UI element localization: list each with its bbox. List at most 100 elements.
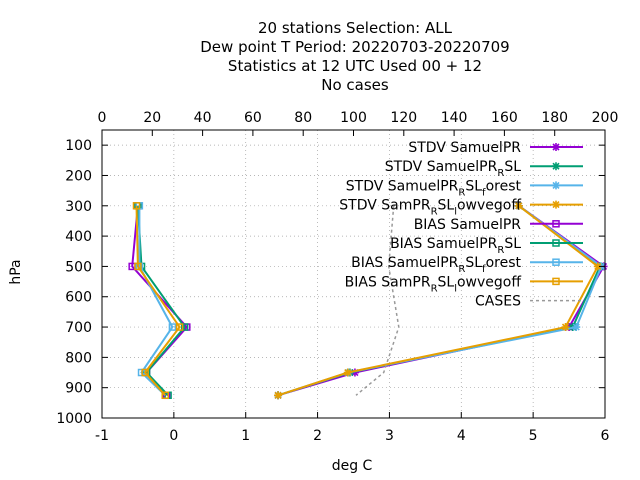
series-layer — [128, 201, 608, 400]
data-point — [132, 202, 141, 210]
legend-label-part: SL — [465, 255, 482, 271]
data-point — [161, 391, 169, 400]
legend-label-part: R — [497, 245, 504, 256]
data-point — [274, 391, 283, 400]
data-point — [572, 323, 581, 332]
series-3 — [274, 201, 602, 400]
x-tick-label: 2 — [313, 428, 322, 444]
data-point — [175, 323, 184, 331]
y-axis-label: hPa — [8, 259, 24, 284]
series-8 — [355, 205, 400, 396]
legend-label-part: BIAS SamPR — [345, 274, 431, 290]
data-point — [593, 262, 602, 271]
y-tick-label: 800 — [65, 350, 92, 366]
legend-label-part: R — [497, 168, 504, 179]
legend-marker — [552, 143, 560, 151]
x2-tick-label: 120 — [390, 110, 417, 126]
legend-marker — [552, 277, 560, 286]
legend-label-part: SL — [438, 274, 455, 290]
x2-tick-label: 160 — [491, 110, 518, 126]
legend-label: BIAS SamPRRSLlowvegoff — [345, 274, 522, 294]
legend-label-part: STDV SamuelPR — [408, 140, 521, 156]
y-tick-label: 600 — [65, 290, 92, 306]
legend-label-part: STDV SamPR — [339, 198, 431, 214]
data-point — [343, 368, 352, 377]
x-tick-label: 5 — [529, 428, 538, 444]
x2-tick-label: 180 — [541, 110, 568, 126]
legend-marker — [552, 220, 560, 228]
x2-tick-label: 80 — [294, 110, 312, 126]
data-point — [168, 323, 177, 331]
legend-label-part: STDV SamuelPR — [385, 159, 498, 175]
x-tick-label: 6 — [601, 428, 610, 444]
x-tick-label: -1 — [95, 428, 109, 444]
y-tick-label: 400 — [65, 229, 92, 245]
legend-label: BIAS SamuelPRRSL — [390, 236, 521, 256]
grid — [102, 130, 605, 418]
legend-label-part: R — [431, 207, 438, 218]
data-point — [350, 368, 359, 377]
x2-tick-label: 140 — [441, 110, 468, 126]
legend-label: BIAS SamuelPR — [414, 217, 522, 233]
y-tick-label: 700 — [65, 320, 92, 336]
x2-tick-label: 200 — [592, 110, 619, 126]
title-line-2: Statistics at 12 UTC Used 00 + 12 — [228, 57, 482, 75]
legend-label: BIAS SamuelPRRSLforest — [351, 255, 521, 275]
series-line — [277, 204, 602, 397]
legend-label-part: R — [458, 264, 465, 275]
title-line-3: No cases — [321, 76, 389, 94]
x-tick-label: 0 — [169, 428, 178, 444]
legend-label-part: BIAS SamuelPR — [390, 236, 498, 252]
y-tick-label: 1000 — [56, 411, 92, 427]
legend-marker — [552, 162, 560, 171]
data-point — [561, 323, 570, 332]
legend-label-part: SL — [504, 236, 521, 252]
data-point — [134, 262, 142, 271]
legend-label-part: f — [482, 264, 486, 275]
series-line — [355, 205, 400, 396]
x2-tick-label: 20 — [143, 110, 161, 126]
series-line — [135, 205, 181, 396]
legend-label-part: SL — [504, 159, 521, 175]
legend-label-part: CASES — [475, 294, 521, 310]
legend-label-part: R — [431, 283, 438, 294]
legend-label-part: owvegoff — [457, 274, 521, 290]
x2-tick-label: 40 — [194, 110, 212, 126]
y-tick-label: 900 — [65, 381, 92, 397]
x2-tick-label: 0 — [98, 110, 107, 126]
legend-label-part: STDV SamuelPR — [346, 178, 459, 194]
legend-label-part: f — [482, 187, 486, 198]
legend-label-part: l — [454, 207, 457, 218]
data-point — [141, 368, 149, 377]
title-line-0: 20 stations Selection: ALL — [258, 19, 453, 37]
legend-label: STDV SamuelPR — [408, 140, 521, 156]
legend-label-part: l — [454, 283, 457, 294]
legend-label: STDV SamuelPRRSL — [385, 159, 521, 179]
x-axis-label: deg C — [332, 458, 373, 474]
y-tick-label: 300 — [65, 199, 92, 215]
x-tick-label: 1 — [241, 428, 250, 444]
y-tick-label: 200 — [65, 168, 92, 184]
legend-label-part: orest — [486, 255, 522, 271]
legend-label-part: SL — [438, 198, 455, 214]
x2-tick-label: 60 — [244, 110, 262, 126]
legend-label-part: R — [458, 187, 465, 198]
legend-label-part: orest — [486, 178, 522, 194]
legend-label: STDV SamPRRSLlowvegoff — [339, 198, 521, 218]
series-7 — [132, 202, 184, 400]
x-tick-label: 3 — [385, 428, 394, 444]
series-line — [138, 205, 174, 397]
legend-label-part: BIAS SamuelPR — [414, 217, 522, 233]
legend-marker — [552, 239, 560, 247]
legend-label: CASES — [475, 294, 521, 310]
data-point — [180, 323, 189, 331]
legend-label-part: BIAS SamuelPR — [351, 255, 459, 271]
x-tick-label: 4 — [457, 428, 466, 444]
title-line-1: Dew point T Period: 20220703-20220709 — [200, 38, 509, 56]
legend-marker — [552, 258, 560, 266]
data-point — [514, 201, 523, 210]
series-line — [277, 204, 603, 397]
legend-marker — [552, 181, 560, 190]
legend-label-part: owvegoff — [457, 198, 521, 214]
